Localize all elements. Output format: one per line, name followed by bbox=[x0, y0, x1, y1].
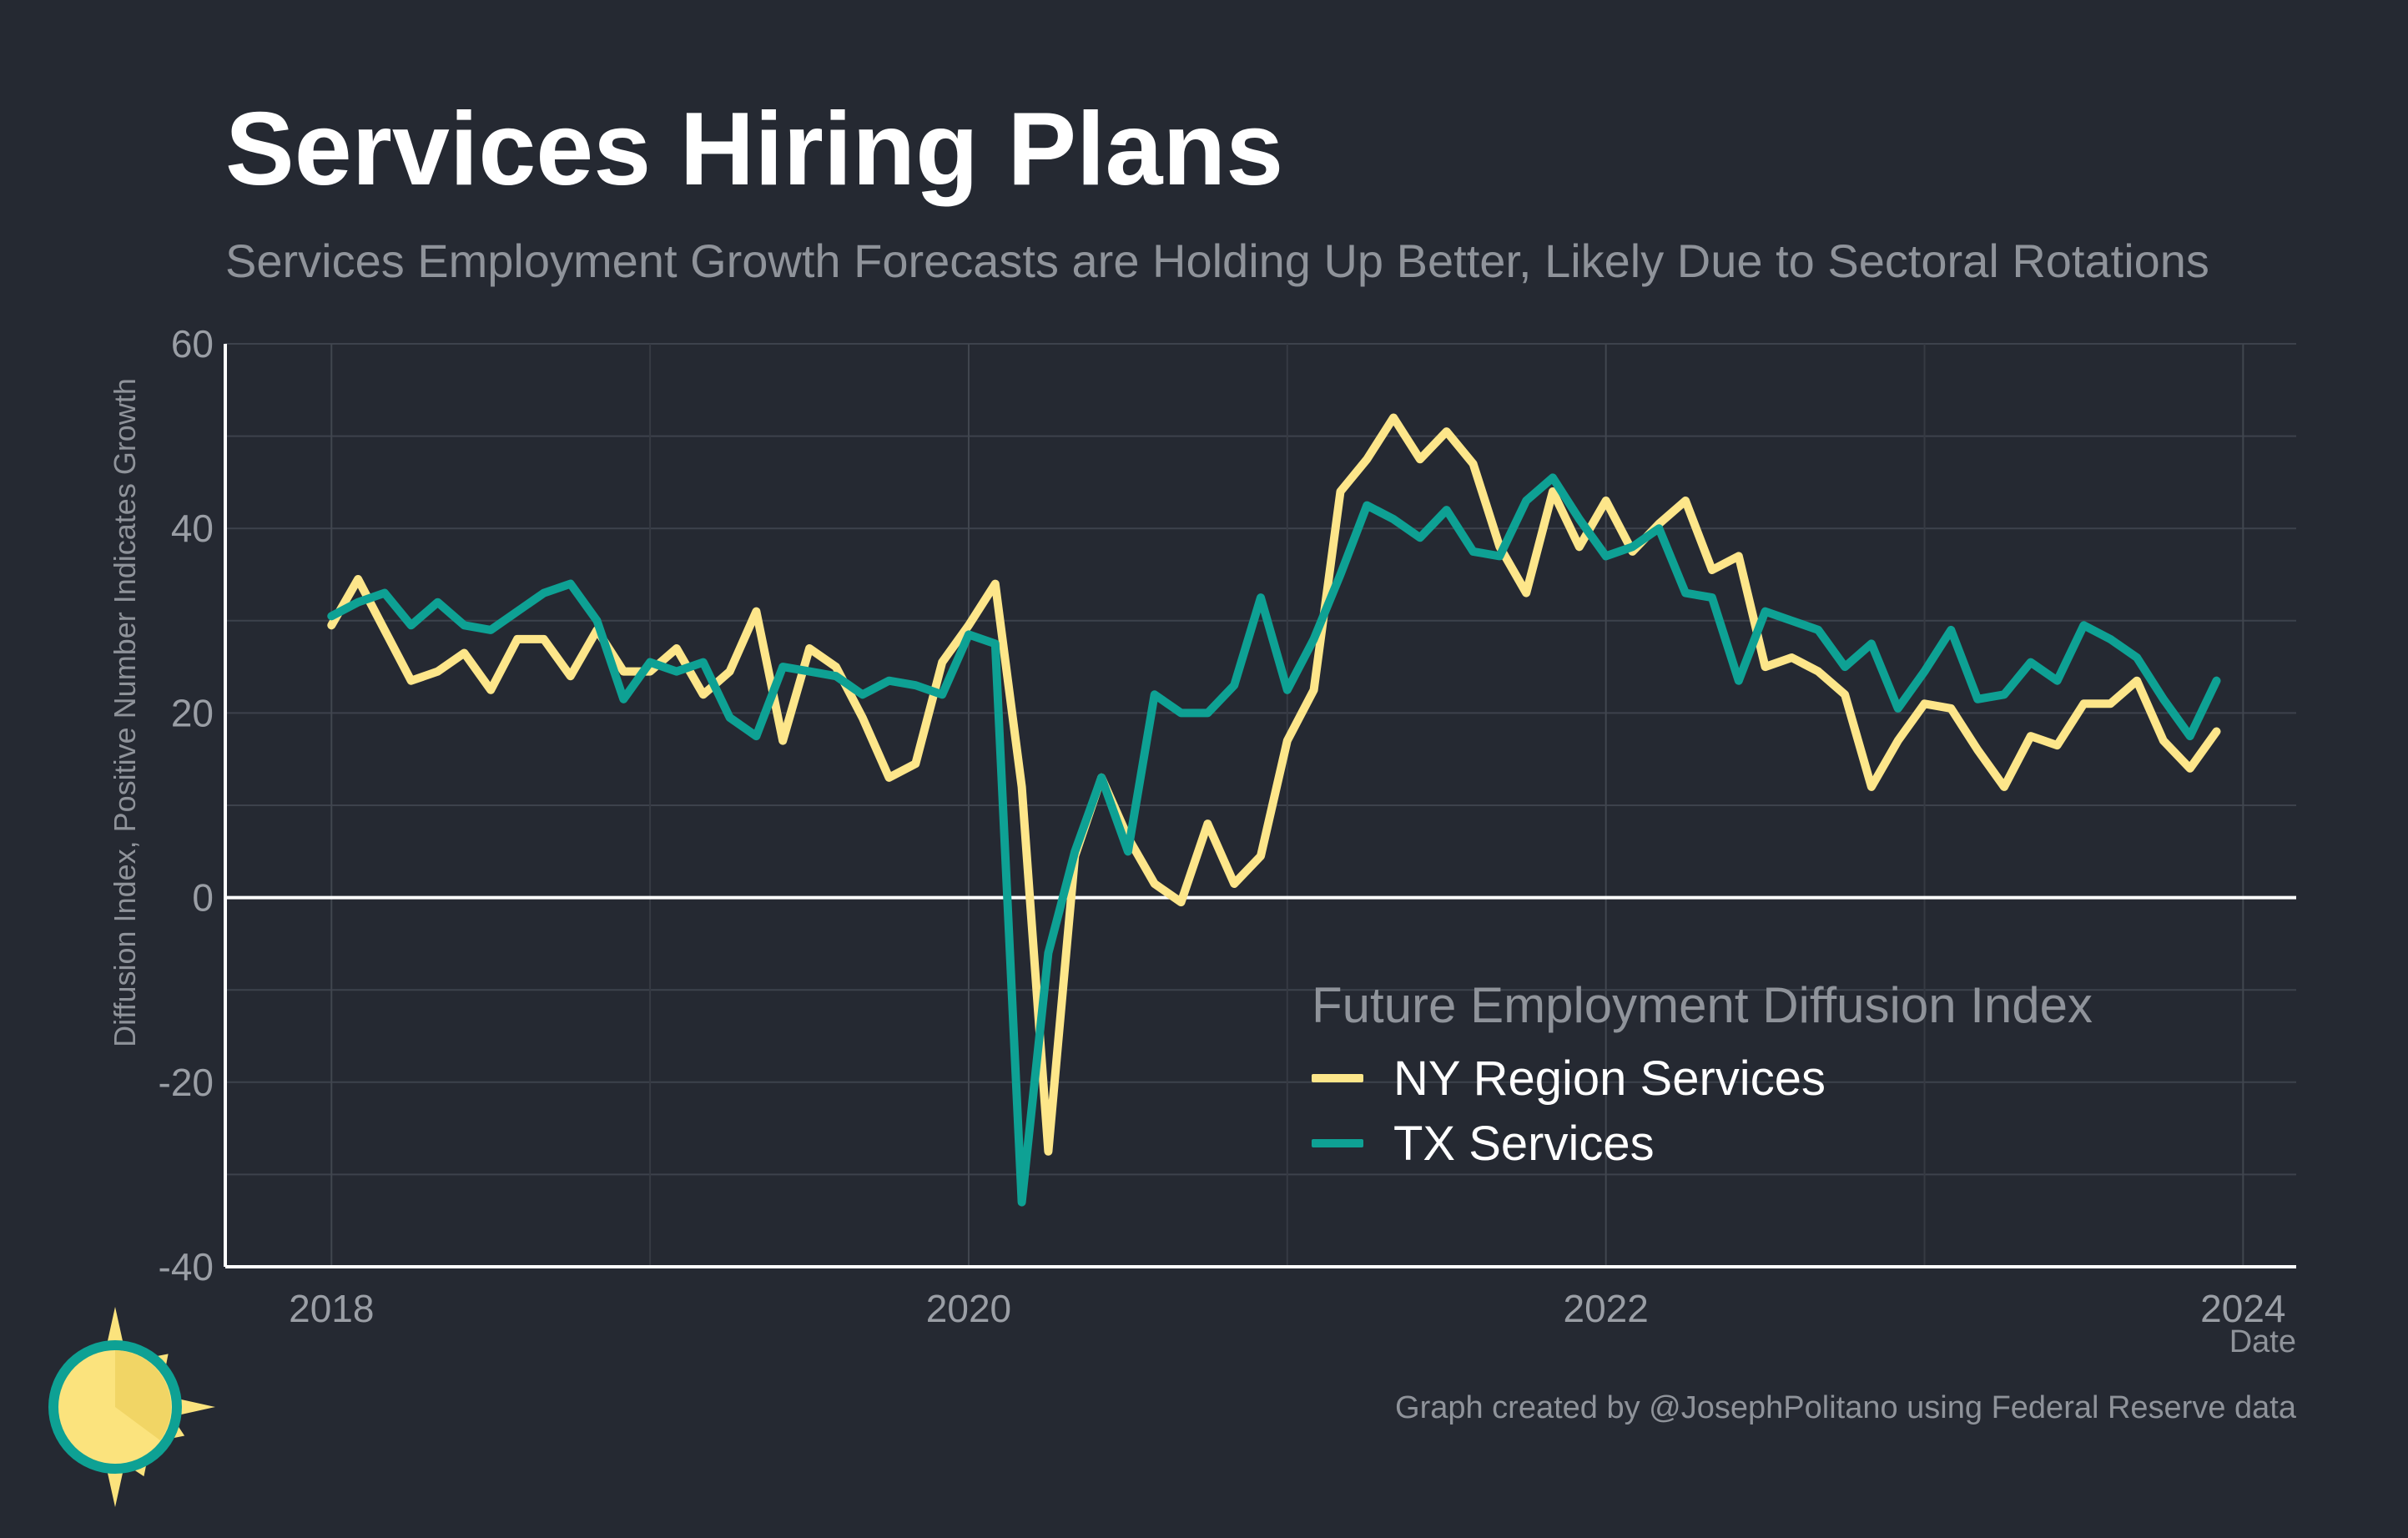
x-tick-label: 2024 bbox=[2200, 1287, 2285, 1330]
x-tick-label: 2022 bbox=[1563, 1287, 1648, 1330]
y-axis-label: Diffusion Index, Positive Number Indicat… bbox=[108, 378, 142, 1047]
y-tick-label: 20 bbox=[171, 691, 214, 734]
legend-label-ny: NY Region Services bbox=[1393, 1051, 1826, 1106]
sun-ray bbox=[178, 1399, 215, 1415]
sun-clock-icon bbox=[48, 1307, 215, 1507]
y-tick-label: -40 bbox=[159, 1245, 214, 1288]
x-tick-label: 2018 bbox=[289, 1287, 374, 1330]
sun-ray bbox=[107, 1307, 123, 1344]
series-lines bbox=[327, 413, 2221, 1207]
y-tick-label: 40 bbox=[171, 507, 214, 550]
legend-item-ny: NY Region Services bbox=[1312, 1046, 2093, 1111]
legend-swatch-ny bbox=[1312, 1074, 1363, 1082]
axes bbox=[224, 344, 2296, 1268]
x-tick-label: 2020 bbox=[926, 1287, 1011, 1330]
y-tick-label: 60 bbox=[171, 322, 214, 366]
legend-label-tx: TX Services bbox=[1393, 1116, 1655, 1171]
legend: Future Employment Diffusion Index NY Reg… bbox=[1312, 976, 2093, 1176]
credit-text: Graph created by @JosephPolitano using F… bbox=[1395, 1390, 2296, 1425]
series-line-tx bbox=[327, 473, 2221, 1207]
y-tick-label: 0 bbox=[192, 876, 214, 920]
legend-swatch-tx bbox=[1312, 1139, 1363, 1147]
sun-ray bbox=[107, 1470, 123, 1507]
legend-title: Future Employment Diffusion Index bbox=[1312, 977, 2093, 1033]
chart-title: Services Hiring Plans bbox=[225, 92, 1284, 207]
legend-item-tx: TX Services bbox=[1312, 1111, 2093, 1176]
chart-subtitle: Services Employment Growth Forecasts are… bbox=[225, 234, 2209, 287]
y-tick-label: -20 bbox=[159, 1061, 214, 1104]
logo-clock-wedge bbox=[115, 1350, 172, 1440]
tick-labels: -40 -20 0 20 40 60 2018 2020 2022 2024 bbox=[159, 322, 2286, 1330]
x-axis-label: Date bbox=[2229, 1324, 2296, 1359]
